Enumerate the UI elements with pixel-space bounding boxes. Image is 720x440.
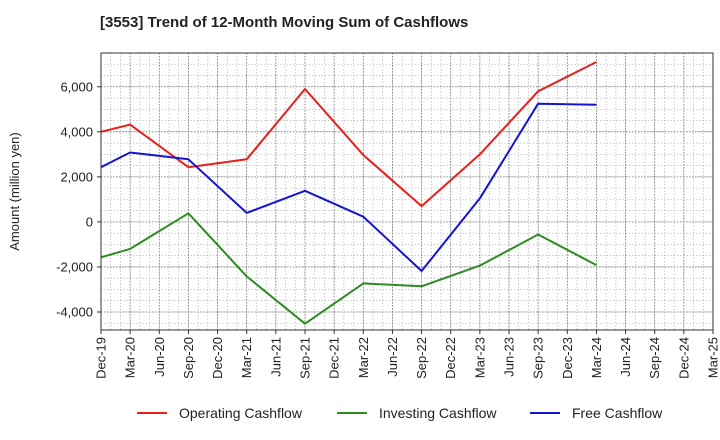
x-tick-label: Jun-24: [618, 337, 633, 377]
x-tick-label: Jun-20: [152, 337, 167, 377]
x-tick-label: Jun-22: [385, 337, 400, 377]
legend: Operating Cashflow Investing Cashflow Free…: [0, 398, 720, 428]
y-tick-labels: -4,000 -2,000 0 2,000 4,000 6,000: [56, 79, 101, 319]
y-tick-label: 4,000: [60, 124, 93, 139]
legend-item-free-cashflow: Free Cashflow: [530, 398, 662, 428]
x-tick-label: Mar-25: [706, 337, 720, 378]
chart-title: [3553] Trend of 12-Month Moving Sum of C…: [100, 14, 469, 31]
x-tick-label: Mar-21: [239, 337, 254, 378]
x-tick-label: Sep-21: [298, 337, 313, 379]
series-line-free-cashflow: [100, 102, 597, 272]
y-tick-label: 2,000: [60, 169, 93, 184]
series-layer: [100, 61, 597, 325]
x-tick-label: Dec-24: [676, 337, 691, 379]
legend-label: Free Cashflow: [572, 405, 663, 421]
x-tick-label: Sep-20: [181, 337, 196, 379]
x-tick-label: Mar-24: [589, 337, 604, 378]
x-tick-label: Mar-23: [472, 337, 487, 378]
plot-area: [101, 53, 713, 330]
x-tick-label: Dec-20: [210, 337, 225, 379]
series-line-operating-cashflow: [100, 61, 597, 208]
x-tick-label: Dec-21: [327, 337, 342, 379]
legend-item-investing-cashflow: Investing Cashflow: [337, 398, 497, 428]
y-tick-label: -2,000: [56, 259, 93, 274]
x-tick-label: Sep-23: [531, 337, 546, 379]
x-tick-label: Dec-22: [443, 337, 458, 379]
legend-label: Investing Cashflow: [379, 405, 497, 421]
plot-frame: [100, 52, 714, 331]
x-tick-label: Jun-21: [268, 337, 283, 377]
y-axis-label: Amount (million yen): [7, 132, 22, 251]
grid-lines: [101, 52, 713, 330]
legend-swatch: [337, 412, 367, 414]
y-tick-label: 6,000: [60, 79, 93, 94]
legend-swatch: [530, 412, 560, 414]
x-tick-label: Mar-20: [123, 337, 138, 378]
x-tick-label: Sep-24: [647, 337, 662, 379]
x-tick-label: Dec-23: [560, 337, 575, 379]
y-tick-label: -4,000: [56, 304, 93, 319]
x-tick-label: Jun-23: [502, 337, 517, 377]
legend-swatch: [137, 412, 167, 414]
x-tick-label: Dec-19: [94, 337, 109, 379]
x-tick-label: Mar-22: [356, 337, 371, 378]
x-tick-label: Sep-22: [414, 337, 429, 379]
series-line-investing-cashflow: [100, 212, 597, 325]
x-tick-labels: Dec-19 Mar-20 Jun-20 Sep-20 Dec-20 Mar-21 Jun-…: [94, 330, 720, 379]
legend-item-operating-cashflow: Operating Cashflow: [137, 398, 302, 428]
legend-label: Operating Cashflow: [179, 405, 302, 421]
y-tick-label: 0: [86, 214, 93, 229]
